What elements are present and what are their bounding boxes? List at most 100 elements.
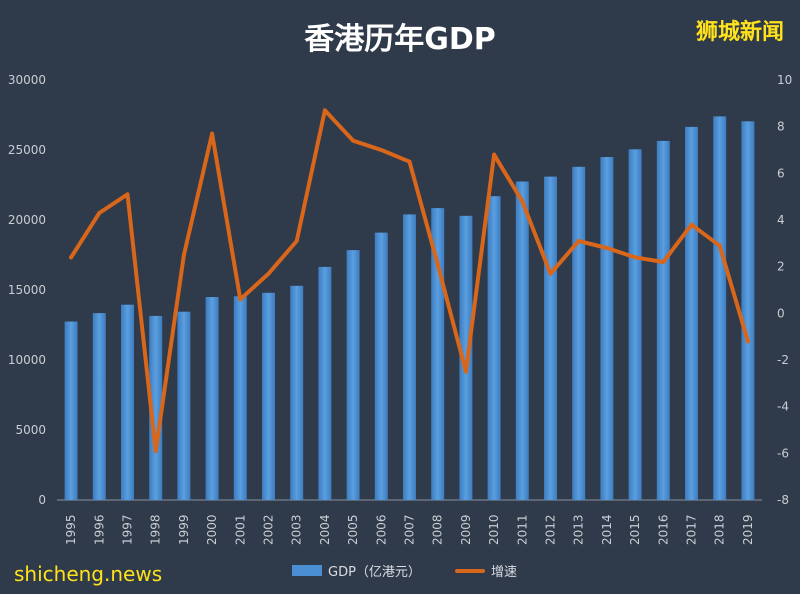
x-tick-label: 2018 xyxy=(713,514,727,545)
line-point-growth xyxy=(463,369,468,374)
x-tick-label: 2012 xyxy=(544,514,558,545)
y-left-tick-label: 5000 xyxy=(15,423,46,437)
bar-gdp xyxy=(318,266,332,500)
bar-gdp xyxy=(487,196,501,500)
bar-gdp xyxy=(600,157,614,500)
y-right-tick-label: -6 xyxy=(777,446,789,460)
bar-gdp xyxy=(656,140,670,500)
line-point-growth xyxy=(322,108,327,113)
y-left-tick-label: 20000 xyxy=(8,213,46,227)
x-tick-label: 2016 xyxy=(656,514,670,545)
x-tick-label: 1995 xyxy=(64,514,78,545)
line-point-growth xyxy=(576,239,581,243)
legend-bar-swatch xyxy=(292,565,322,576)
bar-gdp xyxy=(149,315,163,500)
line-point-growth xyxy=(294,239,299,243)
line-point-growth xyxy=(69,255,74,260)
y-right-tick-label: 8 xyxy=(777,120,785,134)
x-tick-label: 1997 xyxy=(121,514,135,545)
line-point-growth xyxy=(604,246,609,250)
line-point-growth xyxy=(379,148,384,152)
watermark: shicheng.news xyxy=(14,562,163,586)
bar-gdp xyxy=(544,176,557,500)
line-point-growth xyxy=(238,297,243,302)
y-right-tick-label: -2 xyxy=(777,353,789,367)
line-point-growth xyxy=(125,192,130,197)
x-tick-label: 2007 xyxy=(403,514,417,545)
y-left-tick-label: 10000 xyxy=(8,353,46,367)
line-point-growth xyxy=(633,255,638,260)
bar-gdp xyxy=(177,311,191,500)
legend: GDP（亿港元） 增速 xyxy=(0,561,800,583)
line-point-growth xyxy=(745,339,750,344)
x-tick-label: 1998 xyxy=(149,514,163,545)
line-point-growth xyxy=(548,271,553,276)
y-right-tick-label: -4 xyxy=(777,400,789,414)
bar-gdp xyxy=(403,214,416,500)
x-tick-label: 2003 xyxy=(290,514,304,545)
line-point-growth xyxy=(97,211,102,215)
bar-gdp xyxy=(741,121,755,501)
x-tick-label: 2013 xyxy=(572,514,586,545)
x-tick-label: 2009 xyxy=(459,514,473,545)
x-tick-label: 1999 xyxy=(177,514,191,545)
x-tick-label: 2015 xyxy=(628,514,642,545)
brand-logo-text: 狮城新闻 xyxy=(695,20,784,45)
chart-title: 香港历年GDP xyxy=(304,22,496,57)
legend-label-growth: 增速 xyxy=(491,565,518,580)
line-point-growth xyxy=(153,449,158,453)
x-tick-label: 2017 xyxy=(685,514,699,545)
bar-gdp xyxy=(515,181,529,500)
x-tick-label: 2008 xyxy=(431,514,445,545)
line-point-growth xyxy=(266,271,271,276)
bar-gdp xyxy=(628,149,642,501)
line-point-growth xyxy=(717,243,722,248)
bar-gdp xyxy=(685,126,698,501)
x-tick-label: 2006 xyxy=(374,514,388,545)
bar-gdp xyxy=(92,313,106,500)
line-point-growth xyxy=(407,159,412,164)
x-tick-label: 1996 xyxy=(92,514,106,545)
legend-line-swatch xyxy=(455,568,485,573)
line-point-growth xyxy=(181,253,186,257)
y-left-tick-label: 25000 xyxy=(8,143,46,157)
x-tick-label: 2014 xyxy=(600,514,614,545)
line-point-growth xyxy=(492,152,497,157)
y-left-tick-label: 0 xyxy=(38,493,46,507)
legend-item-gdp: GDP（亿港元） xyxy=(292,561,421,580)
y-right-tick-label: 2 xyxy=(777,260,785,274)
bar-gdp xyxy=(233,296,247,500)
x-tick-label: 2001 xyxy=(233,514,247,545)
line-point-growth xyxy=(435,262,440,267)
x-tick-label: 2002 xyxy=(262,514,276,545)
line-point-growth xyxy=(661,260,666,264)
legend-item-growth: 增速 xyxy=(455,561,517,580)
y-right-tick-label: 10 xyxy=(777,73,792,87)
line-point-growth xyxy=(210,131,215,136)
x-tick-label: 2019 xyxy=(741,514,755,545)
bar-gdp xyxy=(121,304,134,500)
y-right-tick-label: 4 xyxy=(777,213,785,227)
y-left-tick-label: 30000 xyxy=(8,73,46,87)
bar-gdp xyxy=(374,232,388,500)
bar-gdp xyxy=(64,321,78,500)
bar-gdp xyxy=(205,297,219,500)
bar-gdp xyxy=(290,285,304,500)
x-tick-label: 2004 xyxy=(318,514,332,545)
y-left-tick-label: 15000 xyxy=(8,283,46,297)
x-tick-label: 2011 xyxy=(515,514,529,545)
bar-gdp xyxy=(572,166,586,501)
y-right-tick-label: -8 xyxy=(777,493,789,507)
line-point-growth xyxy=(351,138,356,143)
x-tick-label: 2000 xyxy=(205,514,219,545)
legend-label-gdp: GDP（亿港元） xyxy=(328,565,421,580)
x-tick-label: 2005 xyxy=(346,514,360,545)
y-right-tick-label: 0 xyxy=(777,306,785,320)
line-point-growth xyxy=(520,199,525,204)
bar-gdp xyxy=(713,116,727,501)
x-tick-label: 2010 xyxy=(487,514,501,545)
y-right-tick-label: 6 xyxy=(777,166,785,180)
bar-gdp xyxy=(346,250,360,500)
line-point-growth xyxy=(689,222,694,227)
